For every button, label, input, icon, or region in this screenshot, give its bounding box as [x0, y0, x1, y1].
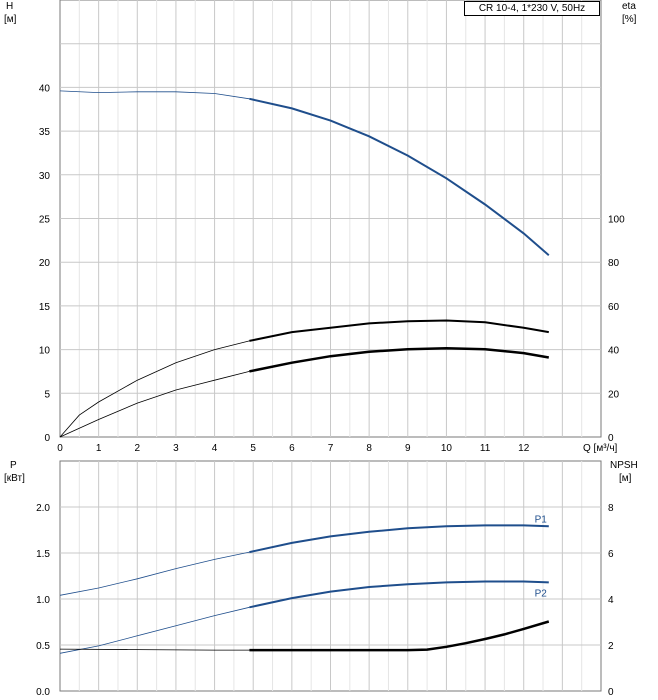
series-line-p1	[249, 524, 549, 554]
y-right-tick-label: 60	[608, 302, 620, 313]
x-tick-label: 7	[328, 443, 334, 454]
x-tick-label: 11	[480, 443, 491, 454]
x-tick-label: 3	[173, 443, 179, 454]
series-line-npsh-thin	[59, 648, 250, 651]
y-left-tick-label: 30	[39, 171, 51, 182]
lower-tick-labels: 0.0 0.5 1.0 1.5 2.0 0 2 4 6 8	[36, 503, 614, 698]
y-right-tick-label: 80	[608, 258, 620, 269]
x-tick-label: 8	[366, 443, 372, 454]
lower-grid	[60, 461, 601, 691]
upper-right-axis-symbol: eta	[622, 1, 636, 12]
y-left-tick-label: 0.5	[36, 641, 50, 652]
y-left-tick-label: 25	[39, 215, 51, 226]
x-tick-label: 6	[289, 443, 295, 454]
y-right-tick-label: 6	[608, 549, 614, 560]
x-tick-label: 0	[57, 443, 63, 454]
lower-series: P1 P2	[59, 514, 550, 654]
x-tick-label: 2	[135, 443, 141, 454]
y-left-tick-label: 40	[39, 83, 51, 94]
y-right-tick-label: 100	[608, 215, 625, 226]
y-right-tick-label: 40	[608, 346, 620, 357]
y-left-tick-label: 1.5	[36, 549, 50, 560]
upper-tick-labels: 0 1 2 3 4 5 6 7 8 9 10 11 12051015202530354002040608…	[39, 83, 625, 454]
series-line-npsh	[249, 620, 550, 652]
y-left-tick-label: 2.0	[36, 503, 50, 514]
y-left-tick-label: 35	[39, 127, 51, 138]
y-right-tick-label: 0	[608, 687, 614, 698]
series-label-p2: P2	[535, 588, 548, 599]
y-left-tick-label: 20	[39, 258, 51, 269]
x-tick-label: 12	[518, 443, 530, 454]
y-right-tick-label: 2	[608, 641, 614, 652]
y-left-tick-label: 15	[39, 302, 51, 313]
y-right-tick-label: 4	[608, 595, 614, 606]
series-line-h	[249, 97, 550, 256]
y-left-tick-label: 10	[39, 346, 51, 357]
series-line-h-thin	[59, 90, 250, 100]
upper-left-axis-unit: [м]	[4, 14, 17, 25]
x-tick-label: 5	[250, 443, 256, 454]
series-line-eta-combined	[249, 347, 550, 373]
lower-panel: 0.0 0.5 1.0 1.5 2.0 0 2 4 6 8 P1 P2 P [кВт] NPSH […	[4, 460, 638, 698]
lower-right-axis-symbol: NPSH	[610, 460, 638, 471]
y-right-tick-label: 0	[608, 433, 614, 444]
y-right-tick-label: 20	[608, 389, 620, 400]
upper-left-axis-symbol: H	[6, 1, 13, 12]
x-tick-label: 9	[405, 443, 411, 454]
series-label-p1: P1	[535, 514, 548, 525]
x-tick-label: 4	[212, 443, 218, 454]
lower-left-axis-symbol: P	[10, 460, 17, 471]
x-tick-label: 1	[96, 443, 102, 454]
y-left-tick-label: 0	[44, 433, 50, 444]
x-tick-label: 10	[441, 443, 453, 454]
upper-panel: 0 1 2 3 4 5 6 7 8 9 10 11 12051015202530354002040608…	[4, 0, 637, 454]
lower-left-axis-unit: [кВт]	[4, 473, 25, 484]
series-line-p1-thin	[59, 551, 250, 596]
y-right-tick-label: 8	[608, 503, 614, 514]
upper-right-axis-unit: [%]	[622, 14, 637, 25]
series-line-eta-combined-thin	[59, 371, 250, 438]
y-left-tick-label: 1.0	[36, 595, 50, 606]
lower-right-axis-unit: [м]	[619, 473, 632, 484]
series-line-eta	[249, 319, 549, 342]
y-left-tick-label: 5	[44, 389, 50, 400]
y-left-tick-label: 0.0	[36, 687, 50, 698]
chart-title: CR 10-4, 1*230 V, 50Hz	[464, 1, 600, 16]
series-line-p2	[249, 580, 549, 609]
series-line-p2-thin	[59, 606, 250, 654]
upper-grid	[60, 0, 601, 437]
x-axis-label: Q [м³/ч]	[583, 443, 618, 454]
series-line-eta-thin	[59, 340, 250, 438]
upper-series	[59, 90, 550, 438]
